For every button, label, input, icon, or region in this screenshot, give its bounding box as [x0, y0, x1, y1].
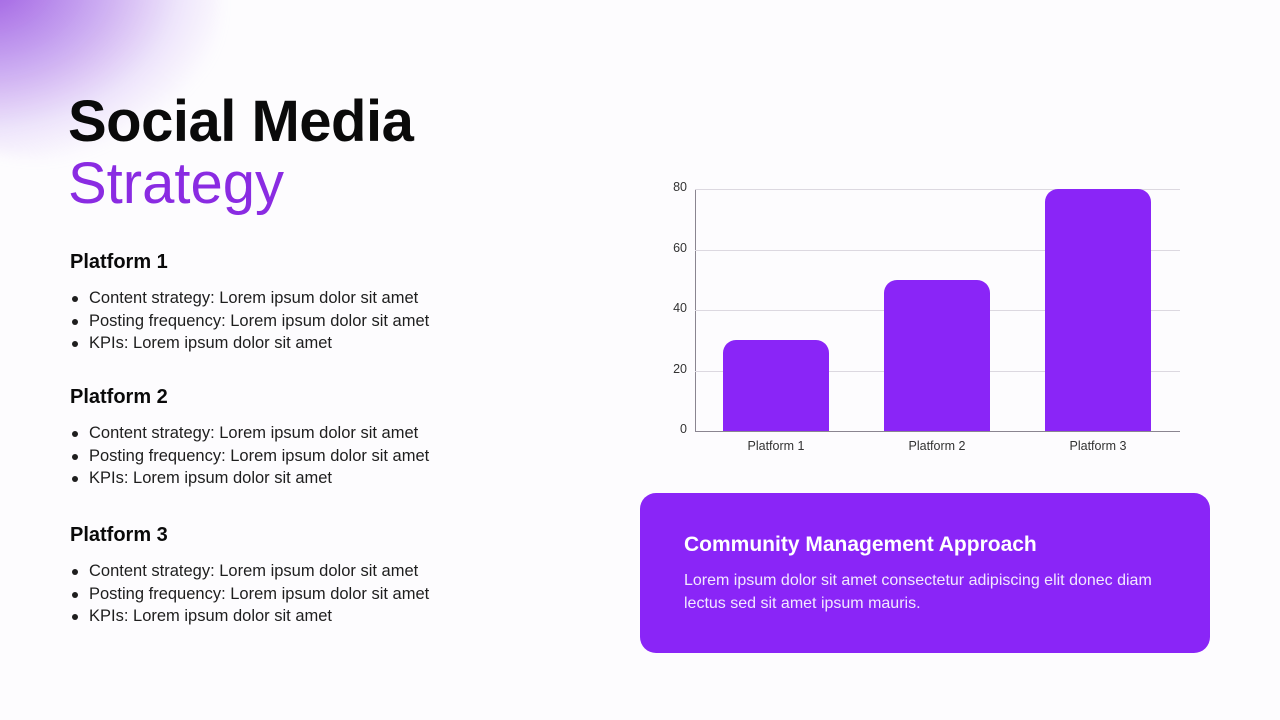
list-item: Posting frequency: Lorem ipsum dolor sit…: [70, 583, 590, 606]
page-subtitle: Strategy: [68, 151, 284, 216]
list-item: Posting frequency: Lorem ipsum dolor sit…: [70, 445, 590, 468]
x-tick-label: Platform 2: [908, 439, 966, 453]
y-tick-label: 40: [673, 301, 687, 315]
y-tick-label: 80: [673, 180, 687, 194]
bullet-list: Content strategy: Lorem ipsum dolor sit …: [70, 287, 590, 355]
platform-heading: Platform 3: [70, 524, 168, 546]
list-item: KPIs: Lorem ipsum dolor sit amet: [70, 332, 590, 355]
gridline: [695, 249, 1180, 251]
y-tick-label: 0: [680, 422, 687, 436]
platform-section-3: Platform 3 Content strategy: Lorem ipsum…: [70, 522, 590, 628]
bar: [723, 340, 829, 431]
list-item: Posting frequency: Lorem ipsum dolor sit…: [70, 310, 590, 333]
page-title: Social Media: [68, 89, 414, 154]
y-tick-label: 60: [673, 240, 687, 255]
bullet-list: Content strategy: Lorem ipsum dolor sit …: [70, 422, 590, 490]
card-title: Community Management Approach: [684, 533, 1037, 556]
community-management-card: Community Management Approach Lorem ipsu…: [640, 493, 1210, 653]
x-tick-label: Platform 1: [747, 439, 805, 453]
platform-heading: Platform 1: [70, 251, 168, 273]
list-item: KPIs: Lorem ipsum dolor sit amet: [70, 605, 590, 628]
list-item: Content strategy: Lorem ipsum dolor sit …: [70, 422, 590, 445]
list-item: KPIs: Lorem ipsum dolor sit amet: [70, 467, 590, 490]
bullet-list: Content strategy: Lorem ipsum dolor sit …: [70, 560, 590, 628]
bar: [884, 279, 990, 431]
x-axis: [695, 431, 1180, 432]
x-tick-label: Platform 3: [1069, 439, 1127, 453]
list-item: Content strategy: Lorem ipsum dolor sit …: [70, 287, 590, 310]
bar: [1045, 189, 1151, 431]
bar-chart: 0 20 40 60 80 Platform 1 Platform 2 Platform 3: [640, 170, 1200, 470]
platform-heading: Platform 2: [70, 386, 168, 408]
card-body: Lorem ipsum dolor sit amet consectetur a…: [684, 572, 1152, 612]
list-item: Content strategy: Lorem ipsum dolor sit …: [70, 560, 590, 583]
platform-section-1: Platform 1 Content strategy: Lorem ipsum…: [70, 249, 590, 355]
y-tick-label: 20: [673, 361, 687, 376]
platform-section-2: Platform 2 Content strategy: Lorem ipsum…: [70, 384, 590, 490]
gridline: [695, 189, 1180, 190]
